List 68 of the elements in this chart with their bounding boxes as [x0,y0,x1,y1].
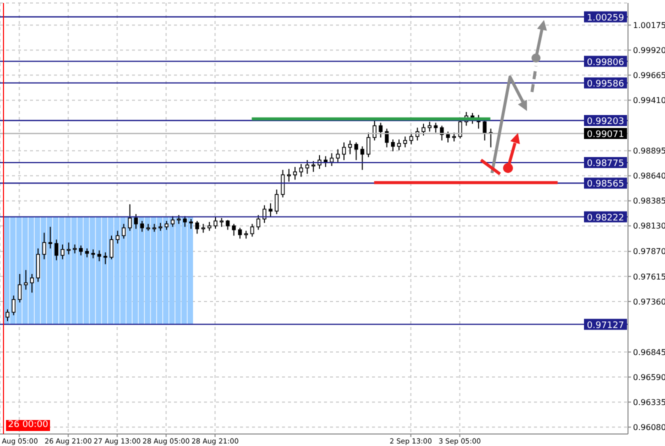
candlestick [274,189,279,215]
candlestick [446,131,450,143]
candlestick [250,223,254,238]
candlestick [36,248,40,282]
candlestick [378,122,383,138]
ref-line-label: 0.99071 [586,130,624,140]
candlestick [97,250,102,262]
candlestick [422,123,426,136]
ref-line-label: 1.00259 [586,13,624,24]
candlestick [42,232,46,260]
candlestick [54,239,58,261]
candlestick [238,227,242,240]
candlestick [372,120,376,141]
candlestick [128,204,132,232]
candlestick [434,122,438,134]
candlestick [428,121,432,132]
candlestick [189,218,193,230]
candlestick [110,235,114,260]
candlestick [18,273,22,303]
annotation: 26 00:00 [6,420,50,431]
candlestick [140,220,144,232]
candlestick [183,216,187,228]
candlestick [342,142,346,161]
candlestick [48,226,52,249]
candlestick [12,295,16,316]
candlestick [330,152,334,166]
candlestick [440,125,444,141]
candlestick [256,214,260,230]
ref-line-label: 0.99806 [586,58,624,68]
candlestick [122,223,126,240]
ref-line-label: 0.99203 [586,117,624,128]
candlestick [262,204,266,224]
candlestick [103,252,108,265]
candlestick [305,160,310,174]
candlestick [366,132,370,158]
candlestick [311,160,316,172]
candlestick [391,138,395,152]
ref-line-label: 0.99586 [586,79,624,90]
candlestick [348,140,352,155]
candlestick [403,136,408,148]
candlestick [214,216,218,230]
candlestick [287,168,291,182]
candlestick [397,138,401,151]
candlestick [170,216,175,228]
candlestick [360,146,364,170]
candlestick [354,142,358,161]
candlestick [226,219,230,230]
ref-line-label: 0.98775 [586,159,624,170]
candlestick [66,242,71,255]
candlestick [79,245,83,256]
candlestick [60,244,64,260]
candlestick [30,273,34,294]
candlestick [232,223,236,236]
candlestick [299,164,304,178]
candlestick [324,156,328,168]
ref-line-label: 0.98565 [586,180,624,190]
candlestick [24,270,28,290]
candlestick [116,230,120,244]
candlestick [336,148,340,164]
candlestick [482,119,487,141]
ref-line-label: 0.98222 [586,213,624,224]
candlestick [134,214,138,230]
candlestick [293,166,297,180]
candlestick [6,308,10,322]
ref-line-label: 0.97127 [586,320,624,331]
candlestick [268,202,272,218]
candlestick [195,220,200,234]
candlestick [409,132,414,145]
